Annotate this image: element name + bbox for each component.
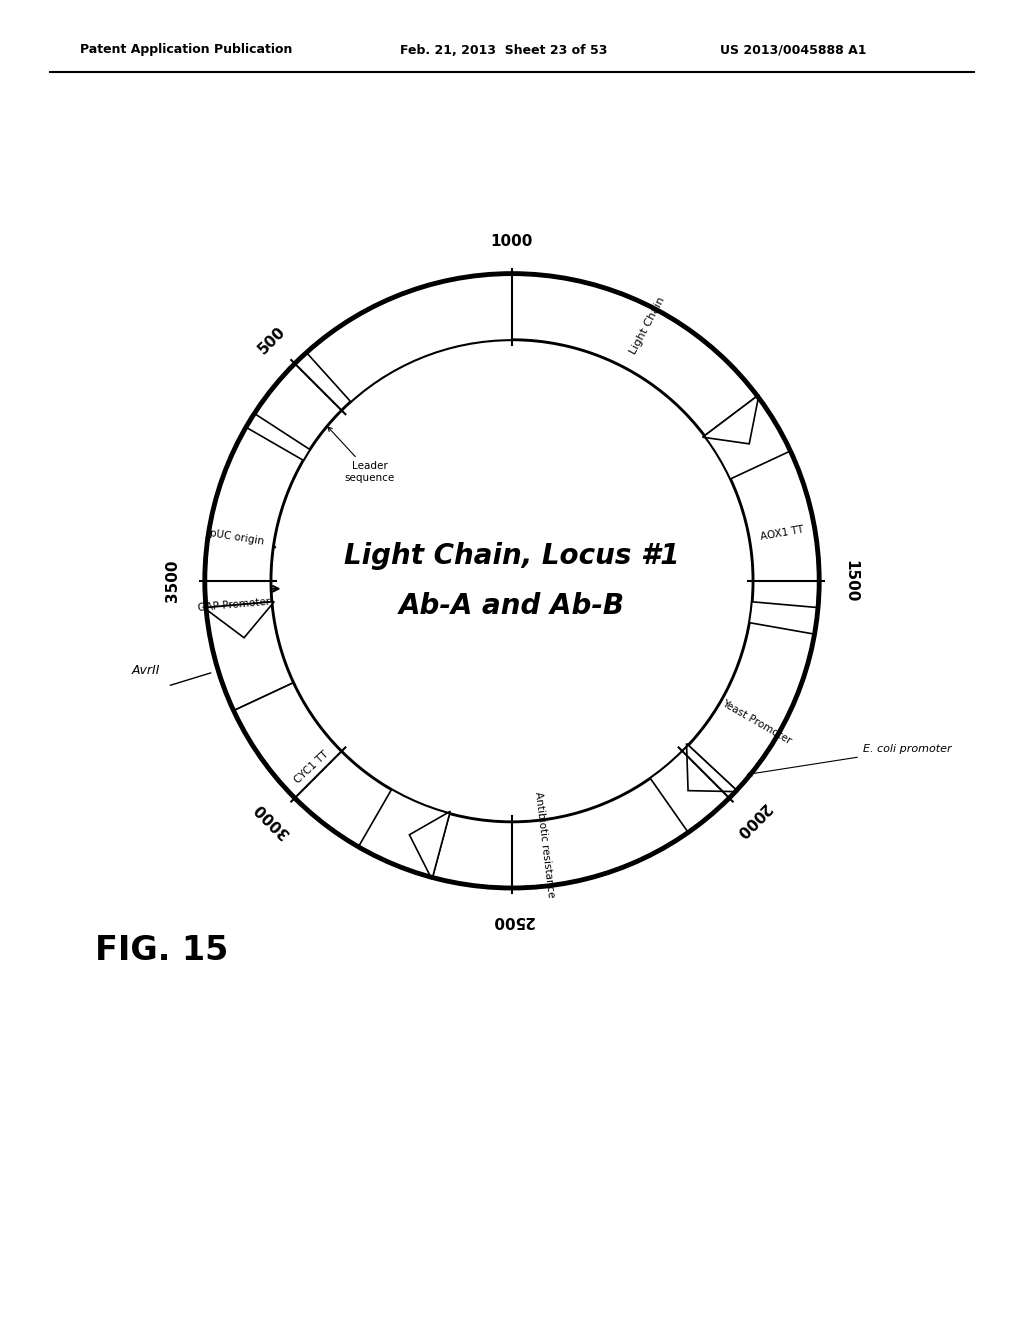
Text: 500: 500 — [256, 325, 289, 358]
Polygon shape — [689, 623, 813, 789]
Text: Yeast Promoter: Yeast Promoter — [720, 698, 793, 746]
Polygon shape — [731, 451, 818, 607]
Polygon shape — [433, 779, 688, 887]
Polygon shape — [204, 602, 274, 638]
Polygon shape — [410, 812, 451, 879]
Text: Light Chain, Locus #1: Light Chain, Locus #1 — [344, 541, 680, 570]
Text: Patent Application Publication: Patent Application Publication — [80, 44, 293, 57]
Text: 3000: 3000 — [252, 800, 293, 841]
Text: FIG. 15: FIG. 15 — [95, 933, 228, 966]
Text: 2500: 2500 — [490, 912, 534, 928]
Text: 1000: 1000 — [490, 234, 534, 249]
Polygon shape — [206, 539, 293, 710]
Polygon shape — [512, 275, 757, 436]
Polygon shape — [255, 354, 350, 449]
Text: E. coli promoter: E. coli promoter — [748, 744, 951, 776]
Text: GAP Promoter: GAP Promoter — [198, 597, 270, 614]
Text: 1500: 1500 — [844, 560, 859, 602]
Text: AvrII: AvrII — [132, 664, 161, 677]
Text: Antibiotic resistance: Antibiotic resistance — [532, 791, 556, 899]
Text: CYC1 TT: CYC1 TT — [293, 750, 331, 785]
Polygon shape — [686, 743, 738, 792]
Polygon shape — [234, 682, 391, 846]
Text: Leader
sequence: Leader sequence — [328, 426, 395, 483]
Polygon shape — [206, 510, 275, 548]
Polygon shape — [206, 428, 303, 607]
Text: Light Chain: Light Chain — [629, 296, 667, 356]
Text: Feb. 21, 2013  Sheet 23 of 53: Feb. 21, 2013 Sheet 23 of 53 — [400, 44, 607, 57]
Text: AOX1 TT: AOX1 TT — [759, 524, 804, 543]
Text: pUC origin: pUC origin — [209, 528, 264, 546]
Text: 2000: 2000 — [731, 800, 772, 841]
Polygon shape — [702, 395, 759, 444]
Text: Ab-A and Ab-B: Ab-A and Ab-B — [399, 591, 625, 620]
Text: US 2013/0045888 A1: US 2013/0045888 A1 — [720, 44, 866, 57]
Text: 3500: 3500 — [165, 560, 180, 602]
